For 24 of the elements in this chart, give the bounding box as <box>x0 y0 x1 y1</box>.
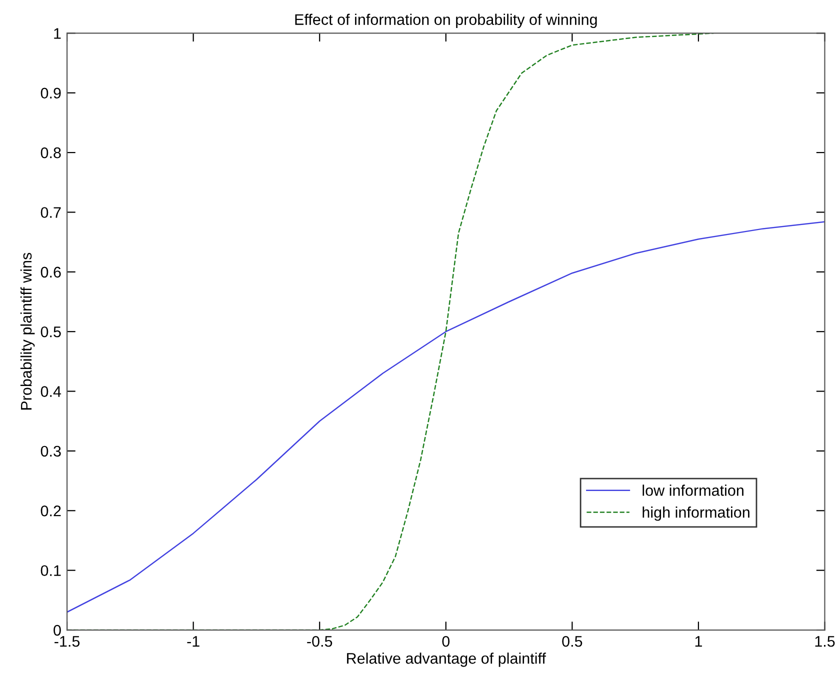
line-series <box>67 221 825 613</box>
x-axis-title: Relative advantage of plaintiff <box>347 652 546 667</box>
chart-title: Effect of information on probability of winning <box>295 14 597 28</box>
y-tick-label: 0.3 <box>40 446 61 457</box>
y-tick-label: 0 <box>54 624 61 636</box>
x-tick-label: 0.5 <box>562 636 582 647</box>
x-tick-label: -0.5 <box>307 636 332 647</box>
y-tick-label: 1 <box>54 28 61 39</box>
y-tick-label: 0.8 <box>40 147 61 158</box>
x-tick-label: 1.5 <box>815 636 835 647</box>
legend-label: high information <box>642 506 750 521</box>
x-tick-label: -1 <box>187 636 200 647</box>
y-tick-label: 0.2 <box>40 506 61 516</box>
x-tick-label: 0 <box>442 636 450 647</box>
x-tick-label: 1 <box>695 636 702 647</box>
legend-label: low information <box>642 484 744 496</box>
y-tick-label: 0.7 <box>40 207 61 218</box>
x-tick-label: -1.5 <box>54 636 80 647</box>
y-tick-label: 0.6 <box>40 266 61 278</box>
y-tick-label: 0.1 <box>40 565 61 576</box>
y-tick-label: 0.9 <box>40 88 61 99</box>
y-axis-title: Probability plaintiff wins <box>20 252 35 410</box>
y-tick-label: 0.4 <box>40 386 62 397</box>
y-tick-label: 0.5 <box>40 326 61 338</box>
